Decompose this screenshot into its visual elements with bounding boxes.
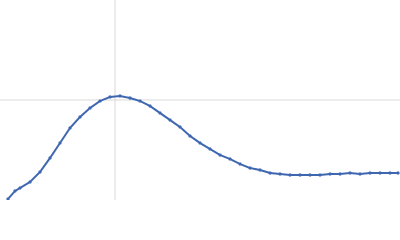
data-point — [78, 115, 82, 119]
data-point — [68, 126, 72, 130]
data-point — [58, 141, 62, 145]
data-trace — [7, 94, 398, 200]
data-point — [228, 157, 232, 161]
data-point — [6, 197, 10, 200]
data-point — [128, 96, 132, 100]
data-point — [138, 99, 142, 103]
data-point — [298, 173, 302, 177]
data-point — [248, 166, 252, 170]
data-point — [38, 170, 42, 174]
data-point — [208, 147, 212, 151]
data-point — [358, 172, 362, 176]
data-point — [178, 125, 182, 129]
data-point — [118, 94, 122, 98]
data-point — [18, 186, 22, 190]
data-point — [88, 106, 92, 110]
data-point — [168, 118, 172, 122]
page: {"chart_data": {"type": "scatter", "x": … — [0, 0, 400, 200]
data-point — [328, 172, 332, 176]
data-point — [388, 171, 392, 175]
data-point — [28, 180, 32, 184]
data-point — [396, 171, 400, 175]
data-point — [378, 171, 382, 175]
chart — [0, 0, 400, 200]
data-point — [288, 173, 292, 177]
data-point — [338, 172, 342, 176]
data-point — [268, 171, 272, 175]
data-point — [308, 173, 312, 177]
data-point — [348, 171, 352, 175]
data-point — [158, 111, 162, 115]
data-point — [218, 153, 222, 157]
data-point — [198, 141, 202, 145]
data-point — [238, 162, 242, 166]
data-point — [48, 156, 52, 160]
data-point — [278, 172, 282, 176]
data-point — [13, 189, 17, 193]
data-point — [188, 134, 192, 138]
data-point — [318, 173, 322, 177]
data-point — [148, 104, 152, 108]
data-point — [368, 171, 372, 175]
data-point — [258, 168, 262, 172]
data-point — [108, 95, 112, 99]
data-point — [98, 99, 102, 103]
